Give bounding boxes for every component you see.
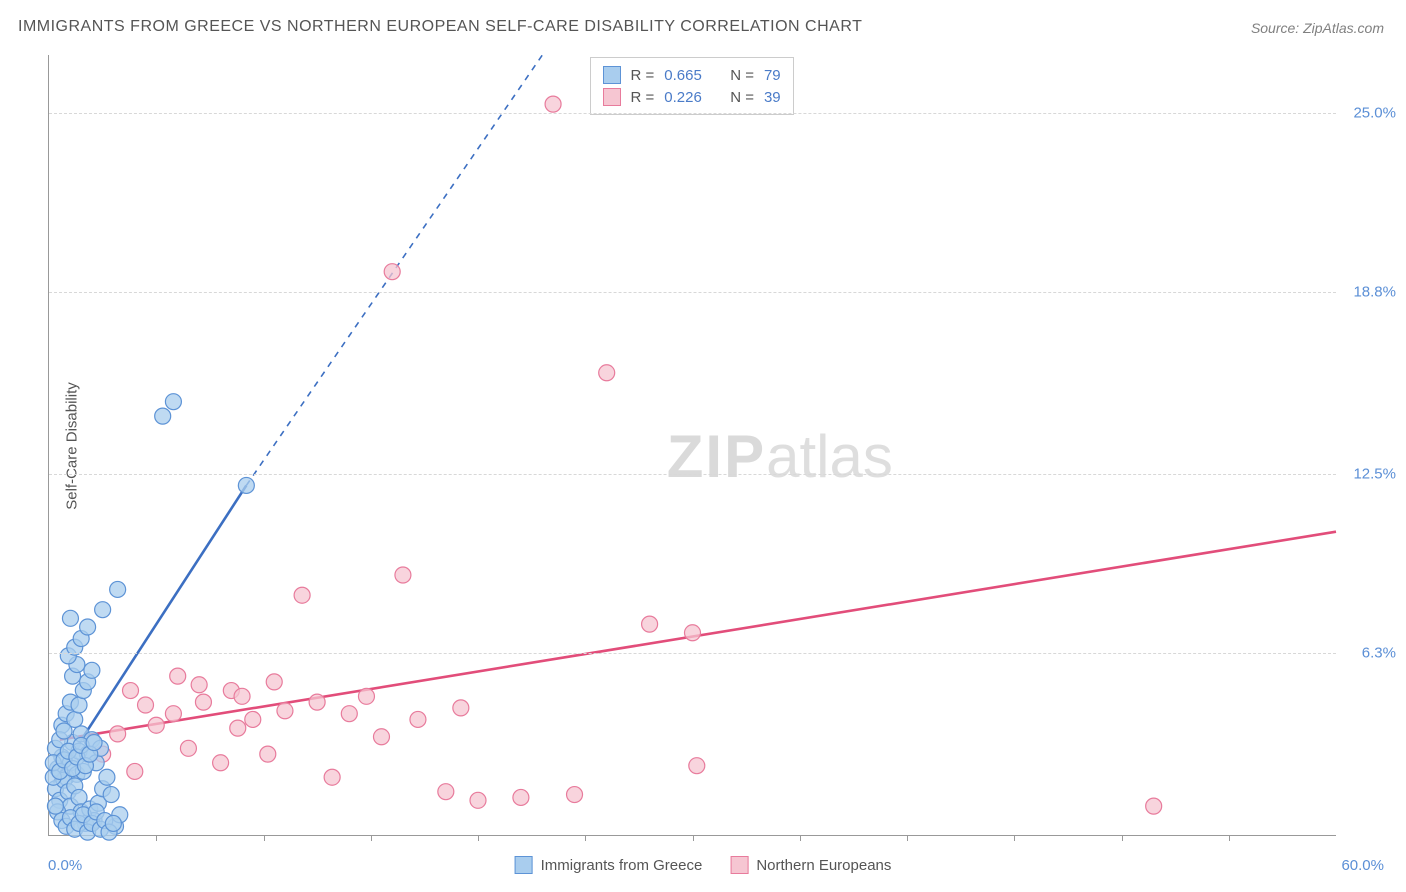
stats-box: R = 0.665 N = 79 R = 0.226 N = 39 — [590, 57, 794, 115]
stats-n-value-1: 79 — [764, 67, 781, 84]
xtick — [371, 835, 372, 841]
legend-item-2: Northern Europeans — [730, 856, 891, 874]
ytick-label: 12.5% — [1344, 465, 1396, 482]
ytick-label: 6.3% — [1344, 645, 1396, 662]
gridline — [49, 653, 1336, 654]
xtick — [907, 835, 908, 841]
stats-row-2: R = 0.226 N = 39 — [603, 86, 781, 108]
x-axis-min-label: 0.0% — [48, 857, 82, 874]
source-label: Source: ZipAtlas.com — [1251, 20, 1384, 36]
legend-label-1: Immigrants from Greece — [541, 857, 703, 874]
stats-r-label: R = — [631, 67, 655, 84]
stats-swatch-1 — [603, 66, 621, 84]
xtick — [1229, 835, 1230, 841]
chart-svg — [49, 55, 1336, 835]
xtick — [693, 835, 694, 841]
xtick — [585, 835, 586, 841]
xtick — [478, 835, 479, 841]
xtick — [1014, 835, 1015, 841]
legend-swatch-2 — [730, 856, 748, 874]
stats-swatch-2 — [603, 88, 621, 106]
ytick-label: 18.8% — [1344, 283, 1396, 300]
gridline — [49, 113, 1336, 114]
xtick — [156, 835, 157, 841]
legend-label-2: Northern Europeans — [756, 857, 891, 874]
plot-area: ZIPatlas R = 0.665 N = 79 R = 0.226 N = … — [48, 55, 1336, 836]
stats-row-1: R = 0.665 N = 79 — [603, 64, 781, 86]
xtick — [1122, 835, 1123, 841]
ytick-label: 25.0% — [1344, 104, 1396, 121]
stats-r-value-2: 0.226 — [664, 89, 702, 106]
bottom-legend: Immigrants from Greece Northern European… — [515, 856, 892, 874]
legend-swatch-1 — [515, 856, 533, 874]
x-axis-max-label: 60.0% — [1341, 857, 1384, 874]
chart-title: IMMIGRANTS FROM GREECE VS NORTHERN EUROP… — [18, 18, 862, 36]
stats-n-value-2: 39 — [764, 89, 781, 106]
stats-n-label: N = — [730, 67, 754, 84]
gridline — [49, 474, 1336, 475]
legend-item-1: Immigrants from Greece — [515, 856, 703, 874]
stats-r-label: R = — [631, 89, 655, 106]
xtick — [264, 835, 265, 841]
stats-n-label: N = — [730, 89, 754, 106]
xtick — [800, 835, 801, 841]
stats-r-value-1: 0.665 — [664, 67, 702, 84]
gridline — [49, 292, 1336, 293]
